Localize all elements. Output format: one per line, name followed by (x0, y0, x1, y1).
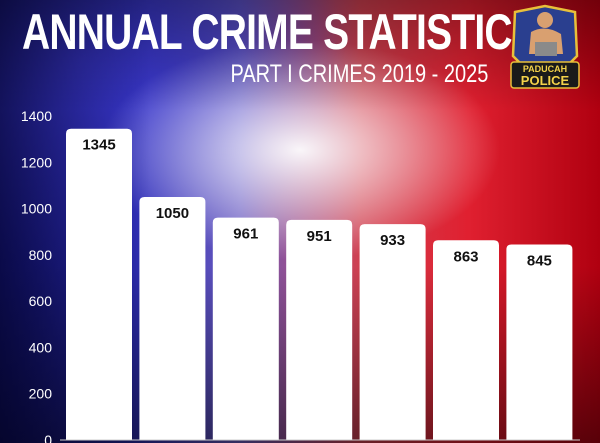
bar (286, 219, 353, 440)
bar-value-label: 933 (380, 232, 405, 249)
y-tick-label: 200 (29, 386, 53, 402)
y-axis: 0 200 400 600 800 1000 1200 1400 (21, 108, 52, 443)
svg-text:PADUCAH: PADUCAH (523, 64, 567, 74)
paducah-police-logo: PADUCAH POLICE (510, 4, 580, 89)
bar-value-label: 845 (527, 252, 552, 269)
bar (139, 197, 206, 440)
svg-text:POLICE: POLICE (521, 73, 570, 88)
bars: 1345 1050 961 951 933 863 845 (66, 128, 573, 440)
y-tick-label: 600 (29, 293, 53, 309)
bar (506, 244, 573, 440)
bar-value-label: 1050 (156, 205, 189, 222)
y-tick-label: 1000 (21, 201, 52, 217)
y-tick-label: 0 (44, 432, 52, 443)
chart-title: ANNUAL CRIME STATISTICS (22, 4, 538, 60)
bar-value-label: 863 (453, 248, 478, 265)
bar (433, 240, 499, 440)
bar (66, 128, 132, 440)
bar (359, 224, 426, 440)
y-tick-label: 1400 (21, 108, 52, 124)
chart-subtitle: PART I CRIMES 2019 - 2025 (230, 60, 488, 88)
bar (212, 217, 279, 440)
bar-value-label: 1345 (82, 137, 115, 154)
bar-value-label: 961 (233, 226, 258, 243)
y-tick-label: 800 (29, 247, 53, 263)
y-tick-label: 400 (29, 339, 53, 355)
y-tick-label: 1200 (21, 154, 52, 170)
bar-value-label: 951 (307, 228, 332, 245)
